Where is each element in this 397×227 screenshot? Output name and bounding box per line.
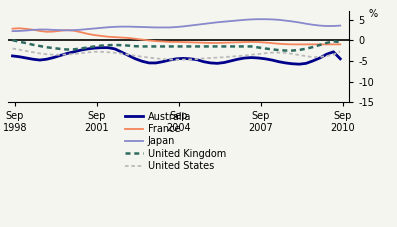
Legend: Australia, France, Japan, United Kingdom, United States: Australia, France, Japan, United Kingdom…: [125, 111, 226, 171]
Y-axis label: %: %: [369, 9, 378, 19]
